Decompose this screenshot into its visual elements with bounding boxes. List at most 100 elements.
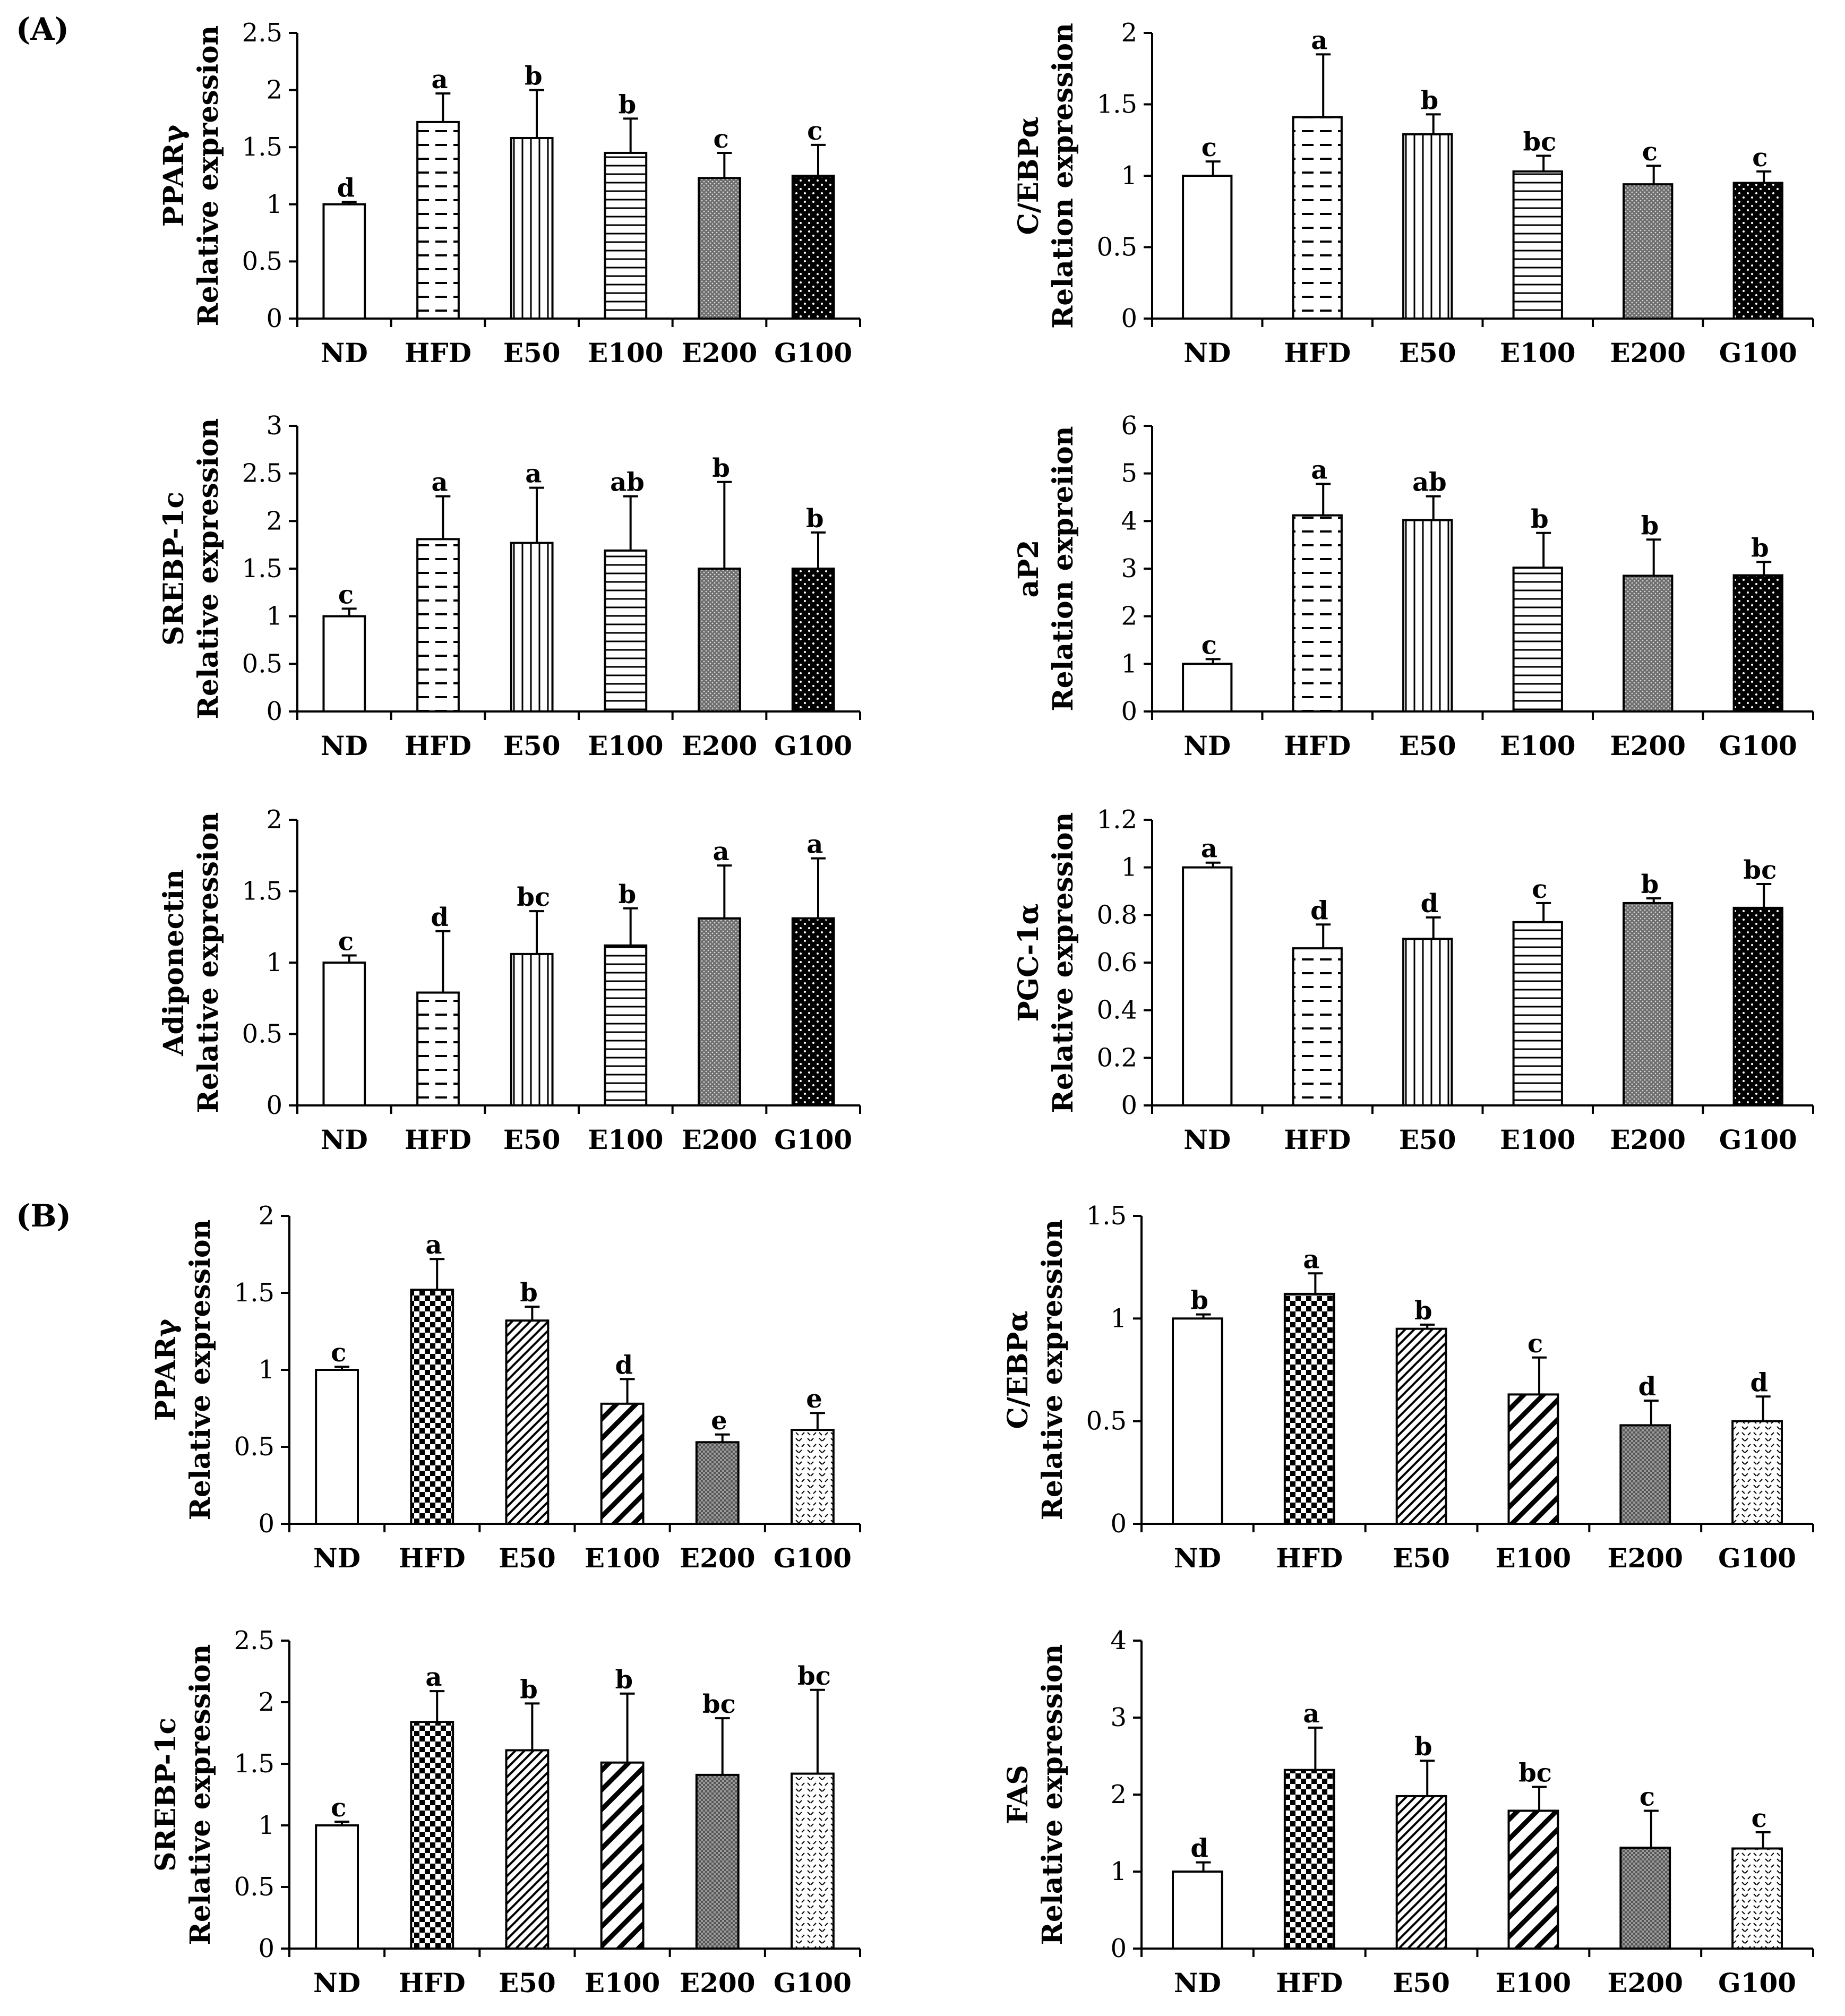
- significance-letter: b: [806, 504, 824, 534]
- y-tick-label: 0: [1110, 1934, 1127, 1963]
- category-label: ND: [321, 1124, 368, 1155]
- significance-letter: d: [1638, 1372, 1657, 1402]
- y-tick-label: 0: [258, 1509, 274, 1539]
- bar-nd: [1182, 663, 1233, 713]
- category-label: ND: [321, 730, 368, 761]
- category-label: E50: [1393, 1967, 1450, 1998]
- y-tick-label: 0: [1121, 1091, 1137, 1120]
- bar-e100: [1512, 921, 1563, 1106]
- category-label: ND: [1183, 337, 1231, 368]
- significance-letter: a: [425, 1662, 442, 1692]
- bar-e200: [1623, 902, 1674, 1106]
- category-label: G100: [1719, 337, 1797, 368]
- bar-hfd: [1292, 116, 1343, 320]
- chart-7: 0 0.5 1 1.5 b ND a HFD b E50 c E100 d E200 d G100 C/EBPα…: [1002, 1201, 1814, 1574]
- y-tick-label: 1.5: [1086, 1201, 1127, 1231]
- category-label: HFD: [1276, 1967, 1343, 1998]
- category-label: E100: [588, 337, 663, 368]
- significance-letter: bc: [1744, 855, 1777, 885]
- category-label: E100: [585, 1967, 660, 1998]
- bar-e100: [604, 944, 648, 1106]
- category-label: E50: [499, 1542, 556, 1574]
- gene-label: C/EBPα: [1012, 116, 1045, 235]
- gene-label: aP2: [1012, 540, 1045, 598]
- significance-letter: b: [615, 1665, 633, 1695]
- y-tick-label: 0.5: [1097, 233, 1137, 262]
- significance-letter: a: [432, 65, 448, 95]
- category-label: E100: [588, 1124, 663, 1155]
- category-label: E100: [1496, 1967, 1571, 1998]
- category-label: G100: [774, 337, 852, 368]
- category-label: G100: [1719, 1124, 1797, 1155]
- category-label: E200: [1610, 1124, 1686, 1155]
- y-tick-label: 2: [1121, 18, 1137, 48]
- y-tick-label: 2: [258, 1201, 274, 1231]
- category-label: G100: [774, 1124, 852, 1155]
- significance-letter: a: [713, 837, 730, 867]
- bar-e50: [1395, 1795, 1447, 1950]
- y-tick-label: 6: [1121, 411, 1137, 441]
- bar-e200: [698, 177, 741, 320]
- category-label: E50: [1399, 730, 1456, 761]
- bar-e200: [1623, 574, 1674, 713]
- bar-nd: [1182, 866, 1233, 1106]
- significance-letter: d: [1190, 1834, 1208, 1864]
- bar-nd: [315, 1369, 359, 1525]
- y-tick-label: 4: [1110, 1626, 1127, 1655]
- bar-hfd: [1292, 514, 1343, 713]
- chart-9: 0 1 2 3 4 d ND a HFD b E50 bc E100 c E200 c G100 FAS Relat…: [1002, 1626, 1814, 1998]
- significance-letter: c: [1642, 137, 1658, 167]
- y-axis-label: Relative expression: [1047, 812, 1079, 1113]
- chart-3: 0 1 2 3 4 5 6 c ND a HFD ab E50 b E100 b E200 b G100 aP2 Rel…: [1012, 411, 1814, 761]
- y-tick-label: 1: [1110, 1857, 1127, 1886]
- y-tick-label: 1.5: [234, 1278, 274, 1308]
- category-label: E50: [1399, 1124, 1456, 1155]
- category-label: E50: [1399, 337, 1456, 368]
- significance-letter: bc: [702, 1689, 736, 1719]
- gene-label: PPARγ: [158, 124, 190, 227]
- y-tick-label: 1: [1121, 853, 1137, 882]
- gene-label: PPARγ: [150, 1318, 182, 1421]
- significance-letter: c: [1640, 1782, 1655, 1812]
- y-tick-label: 1.5: [1097, 90, 1137, 119]
- category-label: E200: [1608, 1542, 1683, 1574]
- y-axis-label: Relative expression: [192, 418, 225, 719]
- bar-hfd: [416, 991, 460, 1106]
- significance-letter: a: [1303, 1699, 1319, 1729]
- category-label: HFD: [1284, 730, 1351, 761]
- bar-e200: [1623, 183, 1674, 320]
- y-tick-label: 2.5: [242, 459, 282, 488]
- y-tick-label: 2: [266, 805, 282, 835]
- category-label: E50: [503, 337, 561, 368]
- significance-letter: a: [1311, 25, 1327, 55]
- significance-letter: b: [525, 62, 543, 91]
- y-tick-label: 0.5: [242, 649, 282, 679]
- charts: 0 0.5 1 1.5 2 2.5 d ND a HFD b E50 b E100 c E200 c G100 PP…: [150, 18, 1814, 1998]
- bar-e200: [695, 1441, 740, 1525]
- category-label: E50: [499, 1967, 556, 1998]
- y-tick-label: 0.5: [242, 246, 282, 276]
- bar-e50: [505, 1319, 550, 1525]
- y-tick-label: 2: [266, 75, 282, 105]
- category-label: HFD: [1284, 1124, 1351, 1155]
- category-label: HFD: [399, 1967, 466, 1998]
- gene-label: PGC-1α: [1012, 904, 1045, 1022]
- bar-e200: [1619, 1847, 1671, 1950]
- bar-e200: [1619, 1424, 1671, 1525]
- category-label: E100: [1500, 730, 1575, 761]
- significance-letter: a: [1201, 834, 1217, 864]
- category-label: E50: [503, 730, 561, 761]
- bar-nd: [1182, 175, 1233, 320]
- bar-e50: [510, 953, 554, 1106]
- chart-1: 0 0.5 1 1.5 2 c ND a HFD b E50 bc E100 c E200 c G100 C/EB…: [1012, 18, 1814, 368]
- y-tick-label: 1: [1110, 1303, 1127, 1333]
- category-label: E50: [503, 1124, 561, 1155]
- y-tick-label: 4: [1121, 506, 1137, 536]
- y-tick-label: 1: [266, 602, 282, 631]
- y-axis-label: Relative expression: [192, 812, 225, 1113]
- category-label: ND: [1174, 1967, 1221, 1998]
- category-label: E200: [680, 1967, 755, 1998]
- y-tick-label: 0.8: [1097, 900, 1137, 930]
- category-label: E100: [588, 730, 663, 761]
- y-axis-label: Relative expression: [1036, 1644, 1069, 1945]
